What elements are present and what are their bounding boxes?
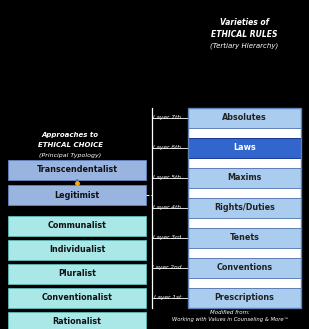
Bar xyxy=(188,108,301,128)
Bar xyxy=(188,158,301,168)
Bar xyxy=(188,138,301,158)
Text: Rights/Duties: Rights/Duties xyxy=(214,204,275,213)
Text: Laws: Laws xyxy=(233,143,256,153)
Text: Layer 1st: Layer 1st xyxy=(154,295,181,300)
Text: Approaches to: Approaches to xyxy=(41,132,99,138)
Bar xyxy=(8,216,146,236)
Text: Layer 3rd: Layer 3rd xyxy=(153,236,181,240)
Bar xyxy=(188,248,301,258)
Text: ETHICAL RULES: ETHICAL RULES xyxy=(211,30,278,39)
Text: ETHICAL CHOICE: ETHICAL CHOICE xyxy=(37,142,103,148)
Text: Maxims: Maxims xyxy=(227,173,262,183)
Text: Tenets: Tenets xyxy=(230,234,260,242)
Text: Transcendentalist: Transcendentalist xyxy=(36,165,117,174)
Text: Conventionalist: Conventionalist xyxy=(42,293,112,302)
Text: Layer 4th: Layer 4th xyxy=(153,206,181,211)
Text: Modified from:: Modified from: xyxy=(210,310,250,315)
Bar xyxy=(188,168,301,188)
Text: Layer 7th: Layer 7th xyxy=(153,115,181,120)
Bar xyxy=(188,188,301,198)
Bar xyxy=(8,185,146,205)
Text: Layer 2nd: Layer 2nd xyxy=(151,266,181,270)
Text: Varieties of: Varieties of xyxy=(220,18,269,27)
Bar xyxy=(188,218,301,228)
Text: Layer 5th: Layer 5th xyxy=(153,175,181,181)
Bar xyxy=(188,128,301,138)
Text: Layer 6th: Layer 6th xyxy=(153,145,181,150)
Bar xyxy=(188,228,301,248)
Text: Individualist: Individualist xyxy=(49,245,105,255)
Bar xyxy=(8,312,146,329)
Bar xyxy=(188,108,301,308)
Bar xyxy=(8,240,146,260)
Bar xyxy=(8,160,146,180)
Text: Prescriptions: Prescriptions xyxy=(214,293,274,302)
Text: Absolutes: Absolutes xyxy=(222,114,267,122)
Bar xyxy=(8,288,146,308)
Text: Rationalist: Rationalist xyxy=(53,317,101,326)
Text: Legitimist: Legitimist xyxy=(54,190,99,199)
Bar xyxy=(8,264,146,284)
Text: Working with Values in Counseling & More™: Working with Values in Counseling & More… xyxy=(171,317,288,322)
Bar xyxy=(188,288,301,308)
Text: Conventions: Conventions xyxy=(216,264,273,272)
Text: Communalist: Communalist xyxy=(48,221,106,231)
Bar xyxy=(188,278,301,288)
Text: (Principal Typology): (Principal Typology) xyxy=(39,153,101,158)
Bar xyxy=(188,198,301,218)
Text: (Tertiary Hierarchy): (Tertiary Hierarchy) xyxy=(210,42,279,49)
Text: Pluralist: Pluralist xyxy=(58,269,96,279)
Bar xyxy=(188,258,301,278)
